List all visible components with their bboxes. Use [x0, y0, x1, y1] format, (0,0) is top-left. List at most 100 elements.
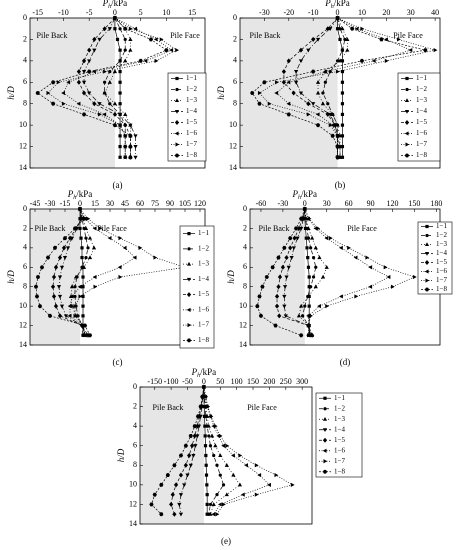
marker: [311, 102, 316, 107]
x-axis-label-part: /kPa: [334, 0, 350, 8]
marker: [92, 48, 97, 53]
marker: [309, 313, 313, 318]
y-tick-label: 4: [243, 243, 247, 252]
legend-label: 1−3: [198, 260, 209, 268]
y-axis-label: h/D: [226, 270, 236, 284]
x-axis-label-part: P: [102, 0, 109, 8]
marker: [206, 423, 211, 428]
marker: [87, 91, 92, 96]
legend-label: 1−7: [436, 276, 447, 284]
legend-marker: [424, 269, 429, 274]
marker: [284, 255, 289, 261]
marker: [108, 102, 112, 106]
marker: [72, 226, 78, 231]
marker: [221, 443, 226, 448]
legend-marker: [187, 232, 191, 236]
marker: [57, 313, 63, 319]
series-line: [283, 208, 311, 336]
legend-marker: [322, 416, 328, 421]
marker: [340, 134, 345, 138]
marker: [290, 482, 295, 487]
marker: [128, 123, 133, 128]
legend-marker: [322, 428, 328, 433]
legend-marker: [424, 287, 430, 292]
marker: [33, 284, 39, 289]
marker: [117, 265, 122, 270]
legend-label: 1−6: [436, 267, 447, 275]
marker: [206, 404, 211, 409]
marker: [62, 256, 68, 260]
y-tick-label: 10: [19, 120, 27, 129]
marker: [204, 394, 209, 399]
marker: [298, 47, 304, 53]
plot-frame: [139, 386, 313, 525]
marker: [282, 285, 288, 290]
legend-marker: [404, 109, 410, 114]
series-line: [251, 17, 426, 158]
marker: [379, 37, 384, 42]
marker: [354, 294, 359, 299]
marker: [203, 444, 208, 448]
marker: [195, 423, 200, 429]
marker: [118, 80, 122, 84]
marker: [258, 313, 264, 318]
marker: [204, 453, 208, 458]
marker: [340, 80, 345, 84]
marker: [311, 255, 316, 260]
marker: [97, 37, 102, 42]
x-axis-label-part: /kPa: [111, 0, 127, 8]
series-line: [74, 208, 89, 336]
x-axis-label-part: P: [67, 189, 74, 199]
legend-marker: [404, 131, 409, 136]
y-tick-label: 14: [19, 340, 27, 349]
marker: [78, 216, 84, 222]
marker: [281, 69, 287, 75]
marker: [112, 101, 118, 106]
x-tick-label: -30: [259, 8, 270, 17]
x-tick-label: 90: [367, 199, 375, 208]
series-line: [337, 18, 343, 158]
x-tick-label: 10: [358, 8, 366, 17]
marker: [211, 512, 216, 517]
marker: [73, 304, 78, 309]
x-tick-label: 100: [231, 377, 243, 386]
marker: [205, 414, 210, 418]
y-tick-label: 12: [19, 141, 27, 150]
marker: [317, 304, 321, 309]
x-tick-label: 150: [247, 377, 259, 386]
series-line: [83, 17, 136, 158]
marker: [384, 58, 389, 63]
marker: [92, 226, 97, 231]
marker: [115, 37, 120, 42]
marker: [67, 235, 73, 241]
marker: [92, 36, 97, 42]
marker: [288, 236, 293, 241]
marker: [189, 443, 195, 449]
legend-marker: [425, 224, 429, 229]
marker: [433, 48, 438, 53]
marker: [282, 245, 287, 250]
y-tick-label: 4: [23, 243, 27, 252]
y-tick-label: 0: [233, 13, 237, 22]
marker: [340, 69, 345, 74]
legend-marker: [424, 251, 430, 256]
marker: [315, 79, 321, 84]
x-tick-label: 5: [139, 8, 143, 17]
y-tick-label: 8: [23, 282, 27, 291]
marker: [76, 79, 82, 85]
marker: [123, 48, 127, 52]
marker: [191, 453, 196, 458]
marker: [51, 101, 56, 106]
marker: [336, 69, 340, 74]
marker: [244, 463, 249, 468]
marker: [383, 265, 388, 270]
legend-label: 1−3: [186, 96, 197, 104]
marker: [276, 284, 281, 290]
marker: [360, 26, 365, 31]
legend-marker: [425, 233, 429, 238]
marker: [340, 48, 345, 52]
marker: [80, 246, 84, 250]
legend-marker: [174, 153, 180, 158]
marker: [224, 492, 229, 497]
marker: [323, 80, 327, 84]
